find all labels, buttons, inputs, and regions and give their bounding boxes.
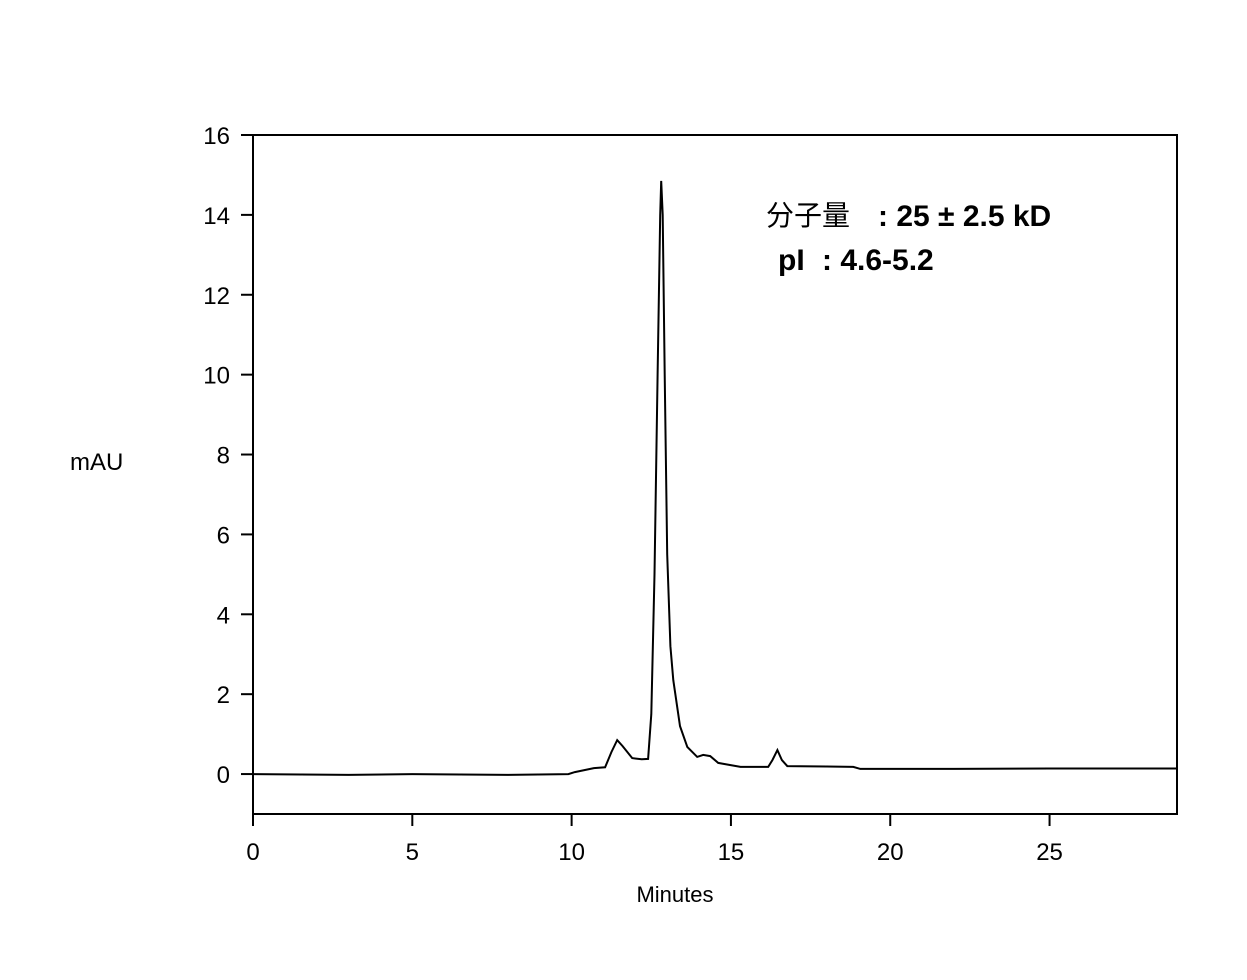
y-tick-label: 14 bbox=[203, 203, 230, 230]
annotation-pi-label: pI bbox=[778, 244, 805, 277]
y-tick-label: 16 bbox=[203, 123, 230, 150]
y-tick-label: 2 bbox=[217, 682, 230, 709]
x-tick-label: 15 bbox=[718, 839, 745, 866]
y-axis-title: mAU bbox=[70, 449, 123, 476]
annotation-mw-value: : 25 ± 2.5 kD bbox=[878, 200, 1051, 233]
y-tick-label: 10 bbox=[203, 363, 230, 390]
series-line bbox=[252, 180, 1177, 776]
x-tick-label: 20 bbox=[877, 839, 904, 866]
x-tick-label: 0 bbox=[246, 839, 259, 866]
y-tick-label: 8 bbox=[217, 443, 230, 470]
y-tick-label: 12 bbox=[203, 283, 230, 310]
plot-frame bbox=[252, 134, 1178, 815]
annotation-mw-label: 分子量 bbox=[766, 199, 850, 232]
y-tick-label: 4 bbox=[217, 602, 230, 629]
x-tick-label: 5 bbox=[406, 839, 419, 866]
x-axis: 0 5 10 15 20 25 bbox=[246, 814, 1063, 866]
x-tick-label: 25 bbox=[1036, 839, 1063, 866]
x-axis-title: Minutes bbox=[636, 882, 713, 907]
x-tick-label: 10 bbox=[558, 839, 585, 866]
y-tick-label: 0 bbox=[217, 762, 230, 789]
annotation-pi-value: : 4.6-5.2 bbox=[822, 244, 934, 277]
y-axis: 0 2 4 6 8 10 12 14 16 bbox=[203, 123, 253, 789]
y-tick-label: 6 bbox=[217, 522, 230, 549]
